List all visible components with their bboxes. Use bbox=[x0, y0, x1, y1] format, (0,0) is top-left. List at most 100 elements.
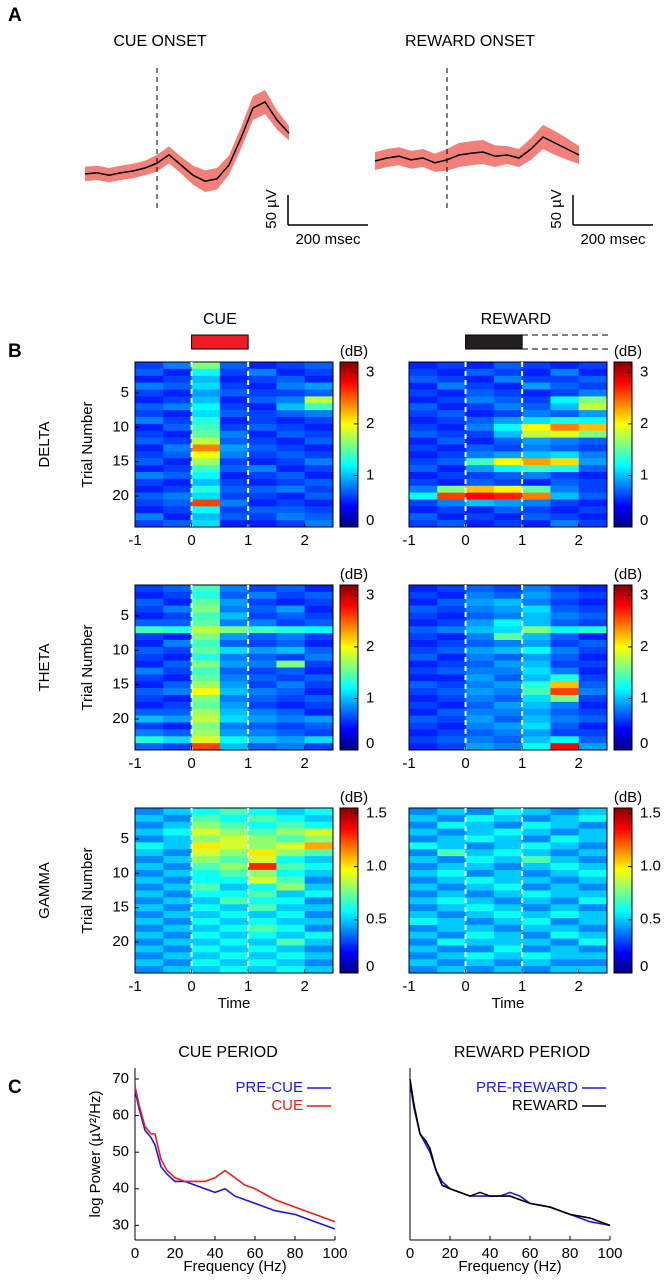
heatmap-cell bbox=[550, 437, 580, 445]
heatmap-cell bbox=[248, 660, 277, 668]
x-axis-label: Frequency (Hz) bbox=[183, 1258, 286, 1275]
heatmap-cell bbox=[465, 869, 495, 878]
heatmap-cell bbox=[437, 938, 466, 946]
heatmap-cell bbox=[276, 883, 306, 891]
heatmap-cell bbox=[578, 499, 608, 507]
heatmap-cell bbox=[276, 708, 306, 716]
heatmap-cell bbox=[191, 743, 221, 751]
heatmap-cell bbox=[409, 430, 438, 438]
heatmap-cell bbox=[219, 814, 249, 823]
heatmap-cell bbox=[276, 499, 306, 507]
heatmap-cell bbox=[163, 612, 192, 620]
heatmap-cell bbox=[465, 485, 495, 493]
heatmap-cell bbox=[219, 918, 249, 926]
heatmap-cell bbox=[163, 743, 192, 751]
heatmap-cell bbox=[437, 437, 466, 445]
heatmap-cell bbox=[135, 660, 164, 668]
heatmap-cell bbox=[437, 478, 466, 487]
colorbar-tick-label: 2 bbox=[366, 638, 374, 655]
colorbar-tick-label: 2 bbox=[366, 415, 374, 432]
x-tick-label: 1 bbox=[244, 978, 252, 995]
heatmap-cell bbox=[437, 591, 466, 600]
heatmap-cell bbox=[135, 828, 164, 836]
heatmap-cell bbox=[409, 403, 438, 411]
error-band bbox=[85, 90, 289, 192]
heatmap-cell bbox=[465, 945, 495, 953]
y-tick-label: 40 bbox=[112, 1180, 129, 1197]
heatmap-cell bbox=[550, 681, 580, 689]
legend-label: REWARD bbox=[512, 1097, 578, 1114]
heatmap-cell bbox=[522, 485, 551, 493]
heatmap-cell bbox=[409, 506, 438, 514]
heatmap-cell bbox=[248, 485, 277, 493]
x-tick-label: -1 bbox=[402, 755, 415, 772]
heatmap-cell bbox=[437, 821, 466, 829]
series-line bbox=[409, 1078, 611, 1227]
y-axis-label: Trial Number bbox=[79, 847, 96, 933]
heatmap-cell bbox=[163, 396, 192, 404]
heatmap-cell bbox=[550, 743, 580, 751]
heatmap-cell bbox=[219, 736, 249, 744]
scalebar-y-label: 50 µV bbox=[263, 189, 280, 229]
heatmap-cell bbox=[493, 924, 523, 933]
heatmap-cell bbox=[135, 876, 164, 884]
heatmap-cell bbox=[493, 842, 523, 850]
heatmap-cell bbox=[248, 585, 277, 593]
heatmap-cell bbox=[522, 598, 551, 606]
heatmap-cell bbox=[219, 729, 249, 737]
heatmap-cell bbox=[304, 918, 334, 926]
heatmap-cell bbox=[135, 585, 164, 593]
heatmap-cell bbox=[135, 375, 164, 383]
series-line bbox=[134, 1086, 336, 1223]
heatmap-cell bbox=[276, 444, 306, 452]
heatmap-cell bbox=[493, 396, 523, 404]
heatmap-cell bbox=[276, 619, 306, 627]
heatmap-cell bbox=[437, 396, 466, 404]
heatmap-cell bbox=[437, 667, 466, 675]
heatmap-cell bbox=[465, 612, 495, 620]
heatmap-cell bbox=[493, 382, 523, 390]
heatmap-cell bbox=[493, 653, 523, 661]
heatmap-cell bbox=[437, 869, 466, 878]
heatmap-cell bbox=[437, 849, 466, 857]
heatmap-cell bbox=[465, 653, 495, 661]
heatmap-cell bbox=[465, 633, 495, 641]
heatmap-cell bbox=[578, 911, 608, 919]
heatmap-cell bbox=[437, 814, 466, 823]
heatmap-cell bbox=[276, 938, 306, 946]
heatmap-cell bbox=[465, 506, 495, 514]
heatmap-cell bbox=[248, 952, 277, 960]
heatmap-cell bbox=[522, 646, 551, 655]
heatmap-cell bbox=[163, 513, 192, 521]
heatmap-cell bbox=[219, 828, 249, 836]
heatmap-cell bbox=[550, 938, 580, 946]
heatmap-cell bbox=[304, 520, 334, 528]
heatmap-cell bbox=[304, 856, 334, 864]
heatmap-cell bbox=[465, 362, 495, 370]
heatmap-cell bbox=[191, 667, 221, 675]
x-tick-label: 2 bbox=[301, 755, 309, 772]
heatmap-cell bbox=[248, 626, 277, 634]
heatmap-cell bbox=[437, 897, 466, 905]
heatmap-cell bbox=[465, 938, 495, 946]
heatmap-cell bbox=[219, 722, 249, 730]
heatmap-cell bbox=[437, 444, 466, 452]
heatmap-cell bbox=[191, 362, 221, 370]
heatmap-cell bbox=[248, 722, 277, 730]
heatmap-cell bbox=[248, 396, 277, 404]
heatmap-cell bbox=[163, 959, 192, 967]
heatmap-cell bbox=[522, 701, 551, 710]
heatmap-cell bbox=[135, 924, 164, 933]
heatmap-cell bbox=[578, 513, 608, 521]
heatmap-cell bbox=[550, 485, 580, 493]
heatmap-cell bbox=[409, 959, 438, 967]
heatmap-cell bbox=[493, 959, 523, 967]
heatmap-cell bbox=[248, 444, 277, 452]
heatmap-cell bbox=[465, 808, 495, 816]
heatmap-cell bbox=[248, 520, 277, 528]
heatmap-cell bbox=[437, 646, 466, 655]
scalebar-x-label: 200 msec bbox=[580, 231, 646, 248]
heatmap-cell bbox=[135, 478, 164, 487]
heatmap-cell bbox=[409, 451, 438, 459]
heatmap-cell bbox=[219, 417, 249, 425]
